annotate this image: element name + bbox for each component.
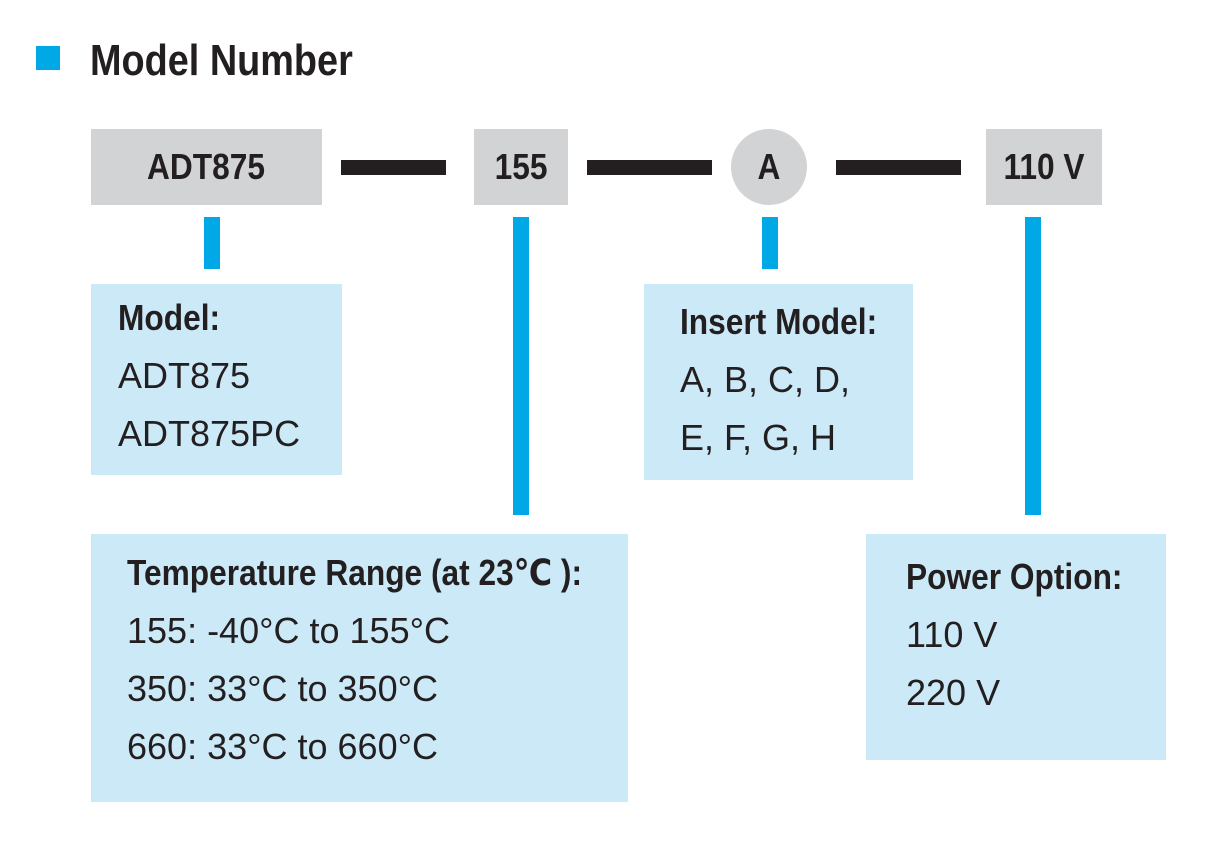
model-option-item: ADT875PC: [118, 413, 301, 454]
segment-temperature: 155: [474, 129, 568, 205]
page-title: Model Number: [90, 36, 353, 85]
connector-power: [1025, 217, 1041, 515]
power-option-item: 110 V: [906, 614, 998, 655]
insert-options-heading: Insert Model:: [680, 301, 878, 342]
segment-insert: A: [731, 129, 807, 205]
temperature-options-heading: Temperature Range (at 23℃ ):: [127, 552, 583, 593]
segment-model: ADT875: [91, 129, 322, 205]
temperature-option-item: 350: 33°C to 350°C: [127, 668, 438, 709]
segment-model-label: ADT875: [147, 146, 266, 187]
segment-power-label: 110 V: [1003, 146, 1085, 187]
insert-option-item: E, F, G, H: [680, 417, 837, 458]
temperature-options-box: Temperature Range (at 23℃ ): 155: -40°C …: [91, 534, 628, 802]
insert-option-item: A, B, C, D,: [680, 359, 851, 400]
separator-dash-2: [587, 160, 712, 175]
separator-dash-3: [836, 160, 961, 175]
separator-dash-1: [341, 160, 446, 175]
title-bullet-square: [36, 46, 60, 70]
power-options-box: Power Option: 110 V 220 V: [866, 534, 1166, 760]
connector-model: [204, 217, 220, 269]
segment-insert-label: A: [757, 146, 781, 187]
temperature-option-item: 155: -40°C to 155°C: [127, 610, 450, 651]
power-options-heading: Power Option:: [906, 556, 1123, 597]
model-options-heading: Model:: [118, 297, 221, 338]
temperature-option-item: 660: 33°C to 660°C: [127, 726, 438, 767]
segment-power: 110 V: [986, 129, 1102, 205]
power-option-item: 220 V: [906, 672, 1001, 713]
connector-temperature: [513, 217, 529, 515]
model-options-box: Model: ADT875 ADT875PC: [91, 284, 342, 475]
segment-temperature-label: 155: [494, 146, 548, 187]
insert-options-box: Insert Model: A, B, C, D, E, F, G, H: [644, 284, 913, 480]
connector-insert: [762, 217, 778, 269]
model-option-item: ADT875: [118, 355, 251, 396]
